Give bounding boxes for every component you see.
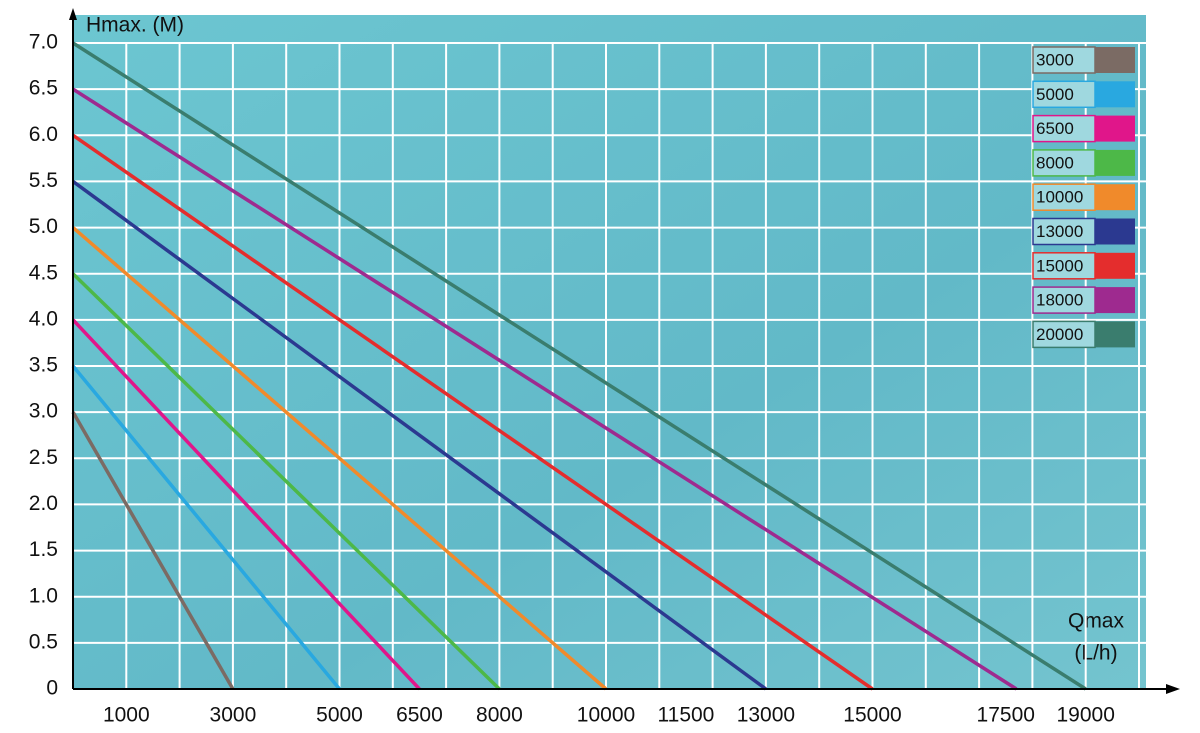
y-tick-label: 5.0 [29,215,58,238]
series-line [71,226,608,691]
y-tick-label: 2.0 [29,492,58,515]
legend-label: 13000 [1036,222,1083,241]
x-tick-label: 15000 [843,704,901,727]
x-tick-label: 19000 [1056,704,1114,727]
legend-swatch [1095,287,1135,314]
y-tick-label: 3.5 [29,354,58,377]
x-tick-label: 13000 [737,704,795,727]
legend-label-box [1032,80,1096,109]
legend-label: 6500 [1036,119,1074,138]
x-axis-label: (L/h) [1074,642,1117,665]
y-tick-label: 0.5 [29,630,58,653]
x-tick-label: 8000 [476,704,523,727]
series-line [72,87,1018,691]
legend-swatch [1095,47,1135,73]
y-tick-label: 5.5 [29,169,58,192]
y-tick-label: 0 [46,677,58,700]
legend-swatch [1095,115,1135,142]
y-tick-label: 6.5 [29,77,58,100]
legend: 3000 5000 6500 8000 10000 13000 15000 18000 2000… [1032,46,1135,349]
y-tick-label: 6.0 [29,123,58,146]
y-tick-label: 4.0 [29,307,58,330]
x-axis-label: Qmax [1068,610,1125,633]
legend-label-box [1032,46,1096,74]
y-axis-label: Hmax. (M) [86,14,184,37]
legend-label-box [1032,149,1096,177]
x-tick-label: 5000 [316,704,363,727]
legend-label-box [1032,320,1096,349]
series-line [71,272,501,691]
y-axis-arrow [69,8,77,20]
legend-swatch [1095,81,1135,108]
legend-label-box [1032,183,1096,211]
series-line [72,133,874,691]
grid [73,42,1146,689]
legend-label: 15000 [1036,256,1083,275]
legend-swatch [1095,321,1135,348]
legend-swatch [1095,149,1135,176]
legend-label-box [1032,114,1096,143]
legend-swatch [1095,218,1135,245]
y-tick-label: 7.0 [29,31,58,54]
series-line [71,318,421,691]
plot-background [73,15,1146,689]
x-tick-label: 17500 [977,704,1035,727]
x-tick-label: 1000 [103,704,150,727]
x-axis-arrow [1166,684,1180,694]
x-tick-label: 3000 [210,704,257,727]
lines [71,41,1087,691]
legend-label: 5000 [1036,85,1074,104]
legend-label: 18000 [1036,291,1083,310]
legend-swatch [1095,184,1135,211]
y-tick-label: 4.5 [29,261,58,284]
legend-label: 10000 [1036,188,1083,207]
series-line [71,364,341,691]
legend-label: 3000 [1036,50,1074,69]
y-tick-label: 1.0 [29,584,58,607]
legend-label-box [1032,286,1096,314]
series-line [72,41,1087,691]
series-line [71,411,235,690]
legend-label: 8000 [1036,153,1074,172]
x-tick-label: 6500 [396,704,443,727]
x-tick-label: 11500 [658,704,715,727]
x-tick-label: 10000 [577,704,635,727]
series-line [71,180,767,691]
y-tick-label: 1.5 [29,538,58,561]
legend-label: 20000 [1036,325,1083,344]
y-tick-label: 3.0 [29,400,58,423]
y-tick-label: 2.5 [29,446,58,469]
legend-swatch [1095,252,1135,279]
